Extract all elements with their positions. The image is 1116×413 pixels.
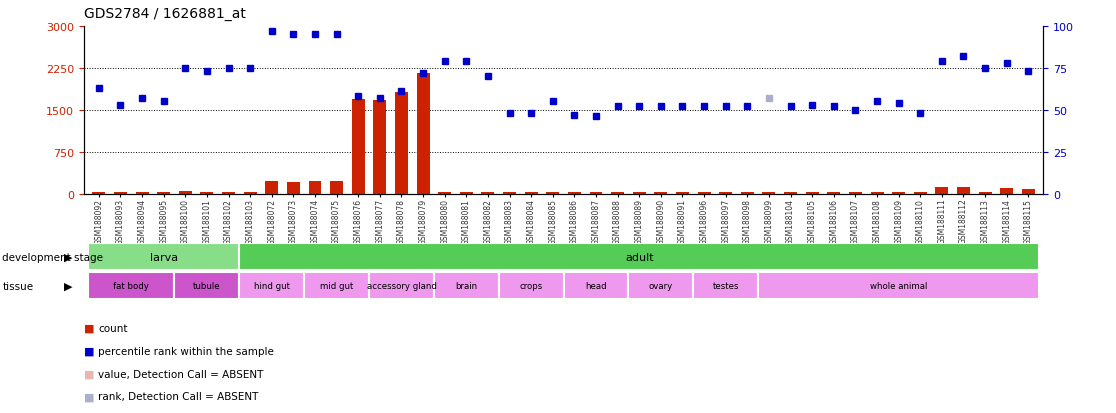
Text: crops: crops xyxy=(520,282,542,290)
Bar xyxy=(958,188,970,194)
Bar xyxy=(892,193,905,194)
Text: testes: testes xyxy=(712,282,739,290)
Bar xyxy=(266,182,278,194)
Bar xyxy=(374,100,386,194)
Bar xyxy=(179,191,192,194)
Text: ▶: ▶ xyxy=(64,252,73,262)
Bar xyxy=(628,273,693,299)
Bar xyxy=(758,273,1039,299)
Text: adult: adult xyxy=(625,252,654,262)
Bar xyxy=(612,193,624,194)
Bar xyxy=(827,193,840,194)
Bar xyxy=(654,193,667,194)
Bar xyxy=(287,183,300,194)
Bar xyxy=(174,273,239,299)
Text: ■: ■ xyxy=(84,369,94,379)
Text: ovary: ovary xyxy=(648,282,673,290)
Bar xyxy=(698,193,711,194)
Text: larva: larva xyxy=(150,252,177,262)
Text: mid gut: mid gut xyxy=(320,282,354,290)
Bar xyxy=(870,193,884,194)
Bar xyxy=(305,273,369,299)
Bar xyxy=(157,192,170,194)
Bar xyxy=(935,188,949,194)
Bar xyxy=(1022,190,1035,194)
Bar xyxy=(330,181,343,194)
Bar xyxy=(719,193,732,194)
Text: fat body: fat body xyxy=(114,282,150,290)
Bar xyxy=(369,273,434,299)
Bar xyxy=(201,192,213,194)
Bar xyxy=(395,93,408,194)
Text: hind gut: hind gut xyxy=(253,282,290,290)
Bar xyxy=(93,192,105,194)
Text: value, Detection Call = ABSENT: value, Detection Call = ABSENT xyxy=(98,369,263,379)
Bar xyxy=(979,193,992,194)
Bar xyxy=(547,193,559,194)
Bar xyxy=(114,192,127,194)
Bar xyxy=(352,99,365,194)
Bar xyxy=(785,193,797,194)
Text: accessory gland: accessory gland xyxy=(366,282,436,290)
Bar xyxy=(806,193,819,194)
Bar xyxy=(88,244,239,271)
Bar xyxy=(416,74,430,194)
Bar xyxy=(308,181,321,194)
Bar xyxy=(1000,188,1013,194)
Bar xyxy=(239,273,305,299)
Bar xyxy=(676,193,689,194)
Text: tubule: tubule xyxy=(193,282,221,290)
Text: GDS2784 / 1626881_at: GDS2784 / 1626881_at xyxy=(84,7,246,21)
Text: ■: ■ xyxy=(84,392,94,401)
Bar xyxy=(568,193,580,194)
Bar xyxy=(633,193,646,194)
Text: rank, Detection Call = ABSENT: rank, Detection Call = ABSENT xyxy=(98,392,259,401)
Text: count: count xyxy=(98,323,127,333)
Text: brain: brain xyxy=(455,282,478,290)
Text: percentile rank within the sample: percentile rank within the sample xyxy=(98,346,275,356)
Bar xyxy=(434,273,499,299)
Bar xyxy=(499,273,564,299)
Bar xyxy=(762,193,776,194)
Bar xyxy=(239,244,1039,271)
Bar xyxy=(88,273,174,299)
Bar xyxy=(849,193,862,194)
Bar xyxy=(460,193,473,194)
Text: ▶: ▶ xyxy=(64,281,73,291)
Bar xyxy=(503,193,516,194)
Bar xyxy=(741,193,753,194)
Bar xyxy=(481,193,494,194)
Bar xyxy=(564,273,628,299)
Text: ■: ■ xyxy=(84,323,94,333)
Bar xyxy=(525,193,538,194)
Bar xyxy=(135,193,148,194)
Text: development stage: development stage xyxy=(2,252,104,262)
Bar xyxy=(589,193,603,194)
Text: ■: ■ xyxy=(84,346,94,356)
Bar xyxy=(693,273,758,299)
Text: whole animal: whole animal xyxy=(870,282,927,290)
Text: tissue: tissue xyxy=(2,281,33,291)
Bar xyxy=(222,193,235,194)
Text: head: head xyxy=(585,282,607,290)
Bar xyxy=(914,193,926,194)
Bar xyxy=(243,193,257,194)
Bar xyxy=(439,193,451,194)
